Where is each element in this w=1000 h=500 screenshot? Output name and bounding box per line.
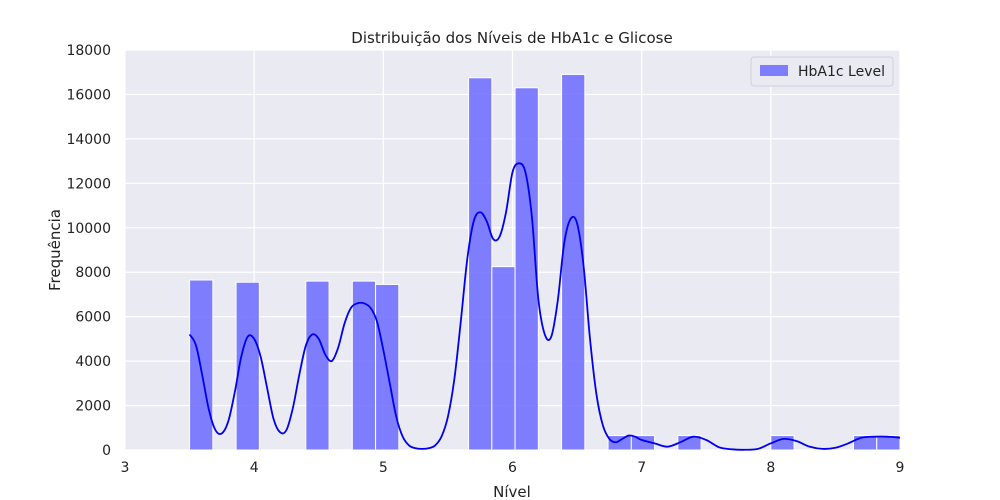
x-tick-label: 5 [379, 460, 388, 476]
legend: HbA1c Level [750, 56, 894, 87]
y-tick-label: 12000 [66, 176, 111, 192]
y-tick-label: 16000 [66, 87, 111, 103]
histogram-bars [189, 73, 901, 451]
histogram-bar [607, 435, 632, 451]
y-tick-label: 6000 [75, 310, 111, 326]
legend-box [750, 56, 894, 87]
x-tick-label: 4 [250, 460, 259, 476]
kde-curve [188, 162, 901, 451]
y-axis-label: Frequência [46, 209, 64, 291]
x-tick-label: 6 [508, 460, 517, 476]
y-tick-label: 10000 [66, 221, 111, 237]
histogram-bar [491, 266, 516, 451]
x-tick-label: 9 [896, 460, 905, 476]
histogram-bar [351, 280, 377, 451]
y-tick-label: 8000 [75, 265, 111, 281]
histogram-bar [561, 73, 586, 451]
x-tick-label: 8 [766, 460, 775, 476]
histogram-bar [305, 280, 330, 451]
histogram-bar [189, 279, 214, 451]
chart-title: Distribuição dos Níveis de HbA1c e Glico… [351, 29, 672, 47]
x-tick-label: 3 [121, 460, 130, 476]
y-tick-label: 4000 [75, 354, 111, 370]
histogram-bar [468, 77, 493, 451]
y-tick-label: 0 [102, 443, 111, 459]
histogram-bar [235, 281, 260, 451]
histogram-bar [876, 435, 901, 451]
y-tick-label: 18000 [66, 43, 111, 59]
histogram-bar [514, 87, 539, 451]
x-axis-ticks: 3 4 5 6 7 8 9 [121, 460, 905, 476]
legend-swatch [760, 65, 788, 76]
y-tick-label: 14000 [66, 132, 111, 148]
legend-label: HbA1c Level [798, 64, 885, 80]
x-tick-label: 7 [637, 460, 646, 476]
y-tick-label: 2000 [75, 399, 111, 415]
x-axis-label: Nível [493, 483, 531, 500]
y-axis-ticks: 0 2000 4000 6000 8000 10000 12000 14000 16000 180… [66, 43, 111, 459]
